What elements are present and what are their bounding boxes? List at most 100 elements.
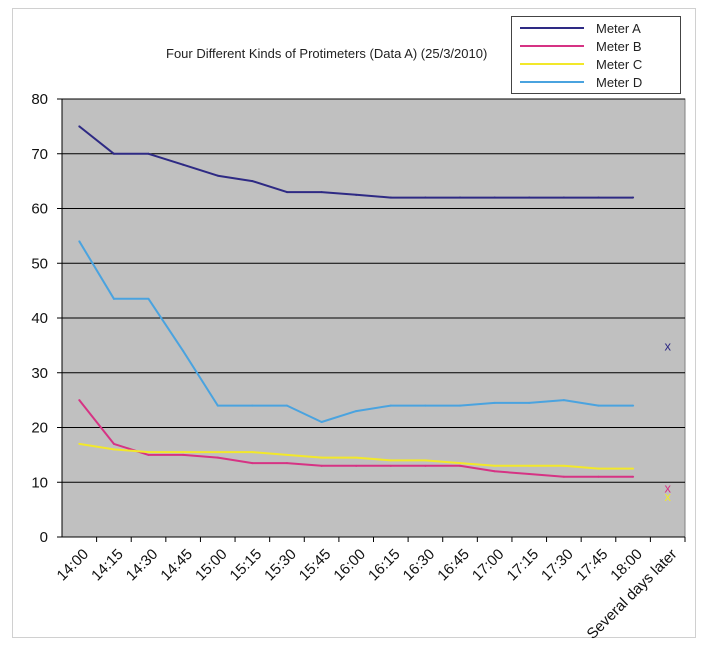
data-point-meter-b-6 — [285, 462, 288, 465]
data-point-meter-a-9 — [389, 196, 392, 199]
legend-label-meter-b: Meter B — [596, 38, 642, 54]
data-point-meter-d-13 — [528, 401, 531, 404]
data-point-meter-d-12 — [493, 401, 496, 404]
x-tick-label-7: 15:45 — [296, 546, 335, 585]
x-tick-label-6: 15:30 — [261, 546, 300, 585]
data-point-meter-b-0 — [78, 399, 81, 402]
data-point-meter-c-0 — [78, 442, 81, 445]
data-point-meter-b-12 — [493, 470, 496, 473]
data-point-meter-b-16 — [632, 475, 635, 478]
x-tick-label-15: 17:45 — [573, 546, 612, 585]
x-tick-label-10: 16:30 — [400, 546, 439, 585]
y-tick-label-0: 0 — [40, 529, 48, 546]
data-point-meter-a-10 — [424, 196, 427, 199]
data-point-meter-a-15 — [597, 196, 600, 199]
legend-item-meter-b: Meter B — [520, 37, 672, 55]
data-point-meter-d-4 — [216, 404, 219, 407]
data-point-meter-d-1 — [112, 297, 115, 300]
data-point-meter-a-5 — [251, 180, 254, 183]
y-tick-label-70: 70 — [31, 146, 48, 163]
x-tick-label-12: 17:00 — [469, 546, 508, 585]
data-point-meter-c-15 — [597, 467, 600, 470]
data-point-meter-d-16 — [632, 404, 635, 407]
y-tick-label-50: 50 — [31, 255, 48, 272]
data-point-meter-d-2 — [147, 297, 150, 300]
data-point-meter-c-3 — [182, 451, 185, 454]
x-tick-label-0: 14:00 — [54, 546, 93, 585]
data-point-meter-b-4 — [216, 456, 219, 459]
x-tick-label-11: 16:45 — [434, 546, 473, 585]
data-point-meter-b-9 — [389, 464, 392, 467]
legend-swatch-meter-b — [520, 45, 584, 47]
data-point-meter-b-7 — [320, 464, 323, 467]
legend-item-meter-d: Meter D — [520, 73, 672, 91]
data-point-meter-b-1 — [112, 442, 115, 445]
data-point-meter-a-7 — [320, 191, 323, 194]
data-point-meter-a-16 — [632, 196, 635, 199]
legend-swatch-meter-a — [520, 27, 584, 29]
data-point-meter-a-14 — [562, 196, 565, 199]
data-point-meter-b-8 — [355, 464, 358, 467]
later-marker-meter-c: x — [664, 489, 671, 504]
later-markers: xxx — [664, 338, 671, 504]
data-point-meter-c-11 — [459, 462, 462, 465]
data-point-meter-c-13 — [528, 464, 531, 467]
data-point-meter-c-7 — [320, 456, 323, 459]
x-tick-label-3: 14:45 — [157, 546, 196, 585]
y-tick-label-20: 20 — [31, 420, 48, 437]
data-point-meter-c-8 — [355, 456, 358, 459]
data-point-meter-a-12 — [493, 196, 496, 199]
y-tick-label-30: 30 — [31, 365, 48, 382]
legend-item-meter-c: Meter C — [520, 55, 672, 73]
data-point-meter-b-15 — [597, 475, 600, 478]
data-point-meter-c-9 — [389, 459, 392, 462]
later-marker-meter-a: x — [664, 338, 671, 353]
data-point-meter-c-1 — [112, 448, 115, 451]
data-point-meter-a-0 — [78, 125, 81, 128]
legend-swatch-meter-d — [520, 81, 584, 83]
data-point-meter-b-2 — [147, 453, 150, 456]
data-point-meter-c-14 — [562, 464, 565, 467]
x-tick-label-14: 17:30 — [538, 546, 577, 585]
x-tick-label-1: 14:15 — [88, 546, 127, 585]
data-point-meter-c-16 — [632, 467, 635, 470]
data-point-meter-c-10 — [424, 459, 427, 462]
data-point-meter-a-8 — [355, 193, 358, 196]
data-point-meter-c-12 — [493, 464, 496, 467]
axes — [57, 98, 686, 542]
x-tick-label-5: 15:15 — [227, 546, 266, 585]
data-point-meter-d-0 — [78, 240, 81, 243]
x-tick-label-13: 17:15 — [504, 546, 543, 585]
x-tick-label-4: 15:00 — [192, 546, 231, 585]
data-point-meter-d-3 — [182, 349, 185, 352]
x-tick-label-9: 16:15 — [365, 546, 404, 585]
data-point-meter-d-6 — [285, 404, 288, 407]
data-point-meter-a-2 — [147, 152, 150, 155]
y-tick-label-10: 10 — [31, 474, 48, 491]
legend-item-meter-a: Meter A — [520, 19, 672, 37]
data-point-meter-a-13 — [528, 196, 531, 199]
legend-label-meter-a: Meter A — [596, 20, 641, 36]
data-point-meter-b-5 — [251, 462, 254, 465]
data-point-meter-d-5 — [251, 404, 254, 407]
data-point-meter-a-3 — [182, 163, 185, 166]
legend-swatch-meter-c — [520, 63, 584, 65]
data-point-meter-d-9 — [389, 404, 392, 407]
data-point-meter-c-5 — [251, 451, 254, 454]
later-marker-meter-b: x — [664, 481, 671, 496]
chart-title: Four Different Kinds of Protimeters (Dat… — [166, 46, 488, 61]
data-point-meter-d-7 — [320, 421, 323, 424]
legend-label-meter-d: Meter D — [596, 74, 643, 90]
data-point-meter-a-6 — [285, 191, 288, 194]
data-point-meter-d-14 — [562, 399, 565, 402]
data-point-meter-c-6 — [285, 453, 288, 456]
data-point-meter-d-15 — [597, 404, 600, 407]
legend: Meter A Meter B Meter C Meter D — [511, 16, 681, 94]
data-point-meter-a-4 — [216, 174, 219, 177]
data-point-meter-b-14 — [562, 475, 565, 478]
data-point-meter-d-11 — [459, 404, 462, 407]
data-point-meter-a-11 — [459, 196, 462, 199]
legend-label-meter-c: Meter C — [596, 56, 643, 72]
x-tick-label-8: 16:00 — [330, 546, 369, 585]
